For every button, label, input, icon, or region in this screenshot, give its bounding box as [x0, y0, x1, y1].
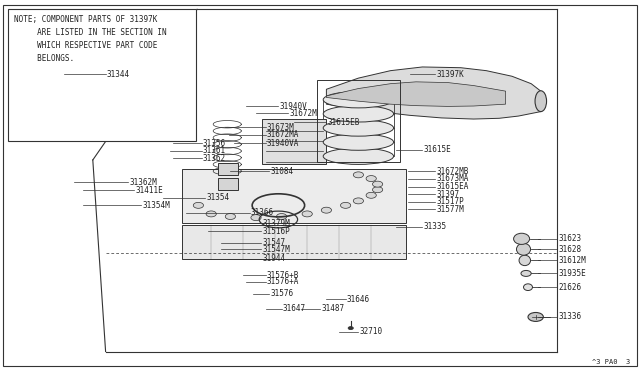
Polygon shape [326, 67, 541, 119]
Text: 31615E: 31615E [424, 145, 451, 154]
Text: 31361: 31361 [203, 146, 226, 155]
Circle shape [340, 202, 351, 208]
Circle shape [353, 198, 364, 204]
Text: 21626: 21626 [558, 283, 581, 292]
Text: 31379M: 31379M [262, 219, 290, 228]
Circle shape [353, 172, 364, 178]
Text: 31411E: 31411E [136, 186, 163, 195]
Ellipse shape [516, 243, 531, 255]
Text: 31356: 31356 [203, 139, 226, 148]
Text: 31517P: 31517P [436, 197, 464, 206]
Text: 31576: 31576 [270, 289, 293, 298]
Circle shape [79, 88, 90, 94]
Text: ^3 PA0  3: ^3 PA0 3 [592, 359, 630, 365]
Ellipse shape [323, 134, 394, 150]
Text: 31354M: 31354M [142, 201, 170, 210]
Ellipse shape [323, 148, 394, 164]
Text: 31397: 31397 [436, 190, 460, 199]
Circle shape [366, 192, 376, 198]
Circle shape [302, 211, 312, 217]
Text: 31547M: 31547M [262, 245, 290, 254]
Text: 32710: 32710 [360, 327, 383, 336]
Text: 31673MA: 31673MA [436, 174, 469, 183]
Text: 31940V: 31940V [280, 102, 307, 110]
Text: 31576+B: 31576+B [267, 271, 300, 280]
Text: 31335: 31335 [424, 222, 447, 231]
Circle shape [206, 211, 216, 217]
Text: 31362: 31362 [203, 154, 226, 163]
Text: 31354: 31354 [206, 193, 229, 202]
FancyBboxPatch shape [182, 169, 406, 223]
Text: 31647: 31647 [283, 304, 306, 313]
Polygon shape [326, 82, 506, 106]
Text: 31672M: 31672M [289, 109, 317, 118]
Text: 31628: 31628 [558, 245, 581, 254]
FancyBboxPatch shape [262, 119, 326, 164]
Circle shape [366, 176, 376, 182]
Text: 31397K: 31397K [436, 70, 464, 79]
Circle shape [372, 181, 383, 187]
Circle shape [372, 187, 383, 193]
Text: 31935E: 31935E [558, 269, 586, 278]
Bar [218, 178, 238, 190]
Ellipse shape [323, 120, 394, 136]
FancyBboxPatch shape [182, 225, 406, 259]
Text: 31944: 31944 [262, 254, 285, 263]
Bar [218, 163, 238, 175]
Text: 31672MB: 31672MB [436, 167, 469, 176]
Text: 31646: 31646 [347, 295, 370, 304]
Circle shape [276, 214, 287, 219]
Ellipse shape [521, 270, 531, 276]
Circle shape [348, 327, 353, 330]
Text: 31615EA: 31615EA [436, 182, 469, 191]
Text: 31673M: 31673M [267, 123, 294, 132]
Text: 31362M: 31362M [129, 178, 157, 187]
Ellipse shape [524, 284, 532, 291]
Text: 31940VA: 31940VA [267, 139, 300, 148]
Text: 31344: 31344 [107, 70, 130, 79]
Circle shape [225, 214, 236, 219]
Bar [8, 9, 196, 141]
Text: 31615EB: 31615EB [328, 118, 360, 126]
Text: 31672MA: 31672MA [267, 130, 300, 139]
Circle shape [251, 215, 261, 221]
Text: 31577M: 31577M [436, 205, 464, 214]
Text: 31623: 31623 [558, 234, 581, 243]
Ellipse shape [323, 106, 394, 122]
Text: 31516P: 31516P [262, 227, 290, 236]
Text: 31084: 31084 [270, 167, 293, 176]
Text: 31612M: 31612M [558, 256, 586, 265]
Ellipse shape [323, 92, 394, 108]
Polygon shape [40, 56, 133, 105]
Text: 31366: 31366 [251, 208, 274, 217]
Circle shape [528, 312, 543, 321]
Circle shape [321, 207, 332, 213]
Text: 31487: 31487 [321, 304, 344, 313]
Text: 31547: 31547 [262, 238, 285, 247]
Text: 31336: 31336 [558, 312, 581, 321]
Circle shape [193, 202, 204, 208]
Ellipse shape [519, 255, 531, 266]
Text: 31576+A: 31576+A [267, 278, 300, 286]
Text: NOTE; COMPONENT PARTS OF 31397K
     ARE LISTED IN THE SECTION IN
     WHICH RES: NOTE; COMPONENT PARTS OF 31397K ARE LIST… [14, 15, 166, 64]
Ellipse shape [513, 233, 529, 244]
Polygon shape [58, 65, 120, 101]
Ellipse shape [535, 91, 547, 112]
